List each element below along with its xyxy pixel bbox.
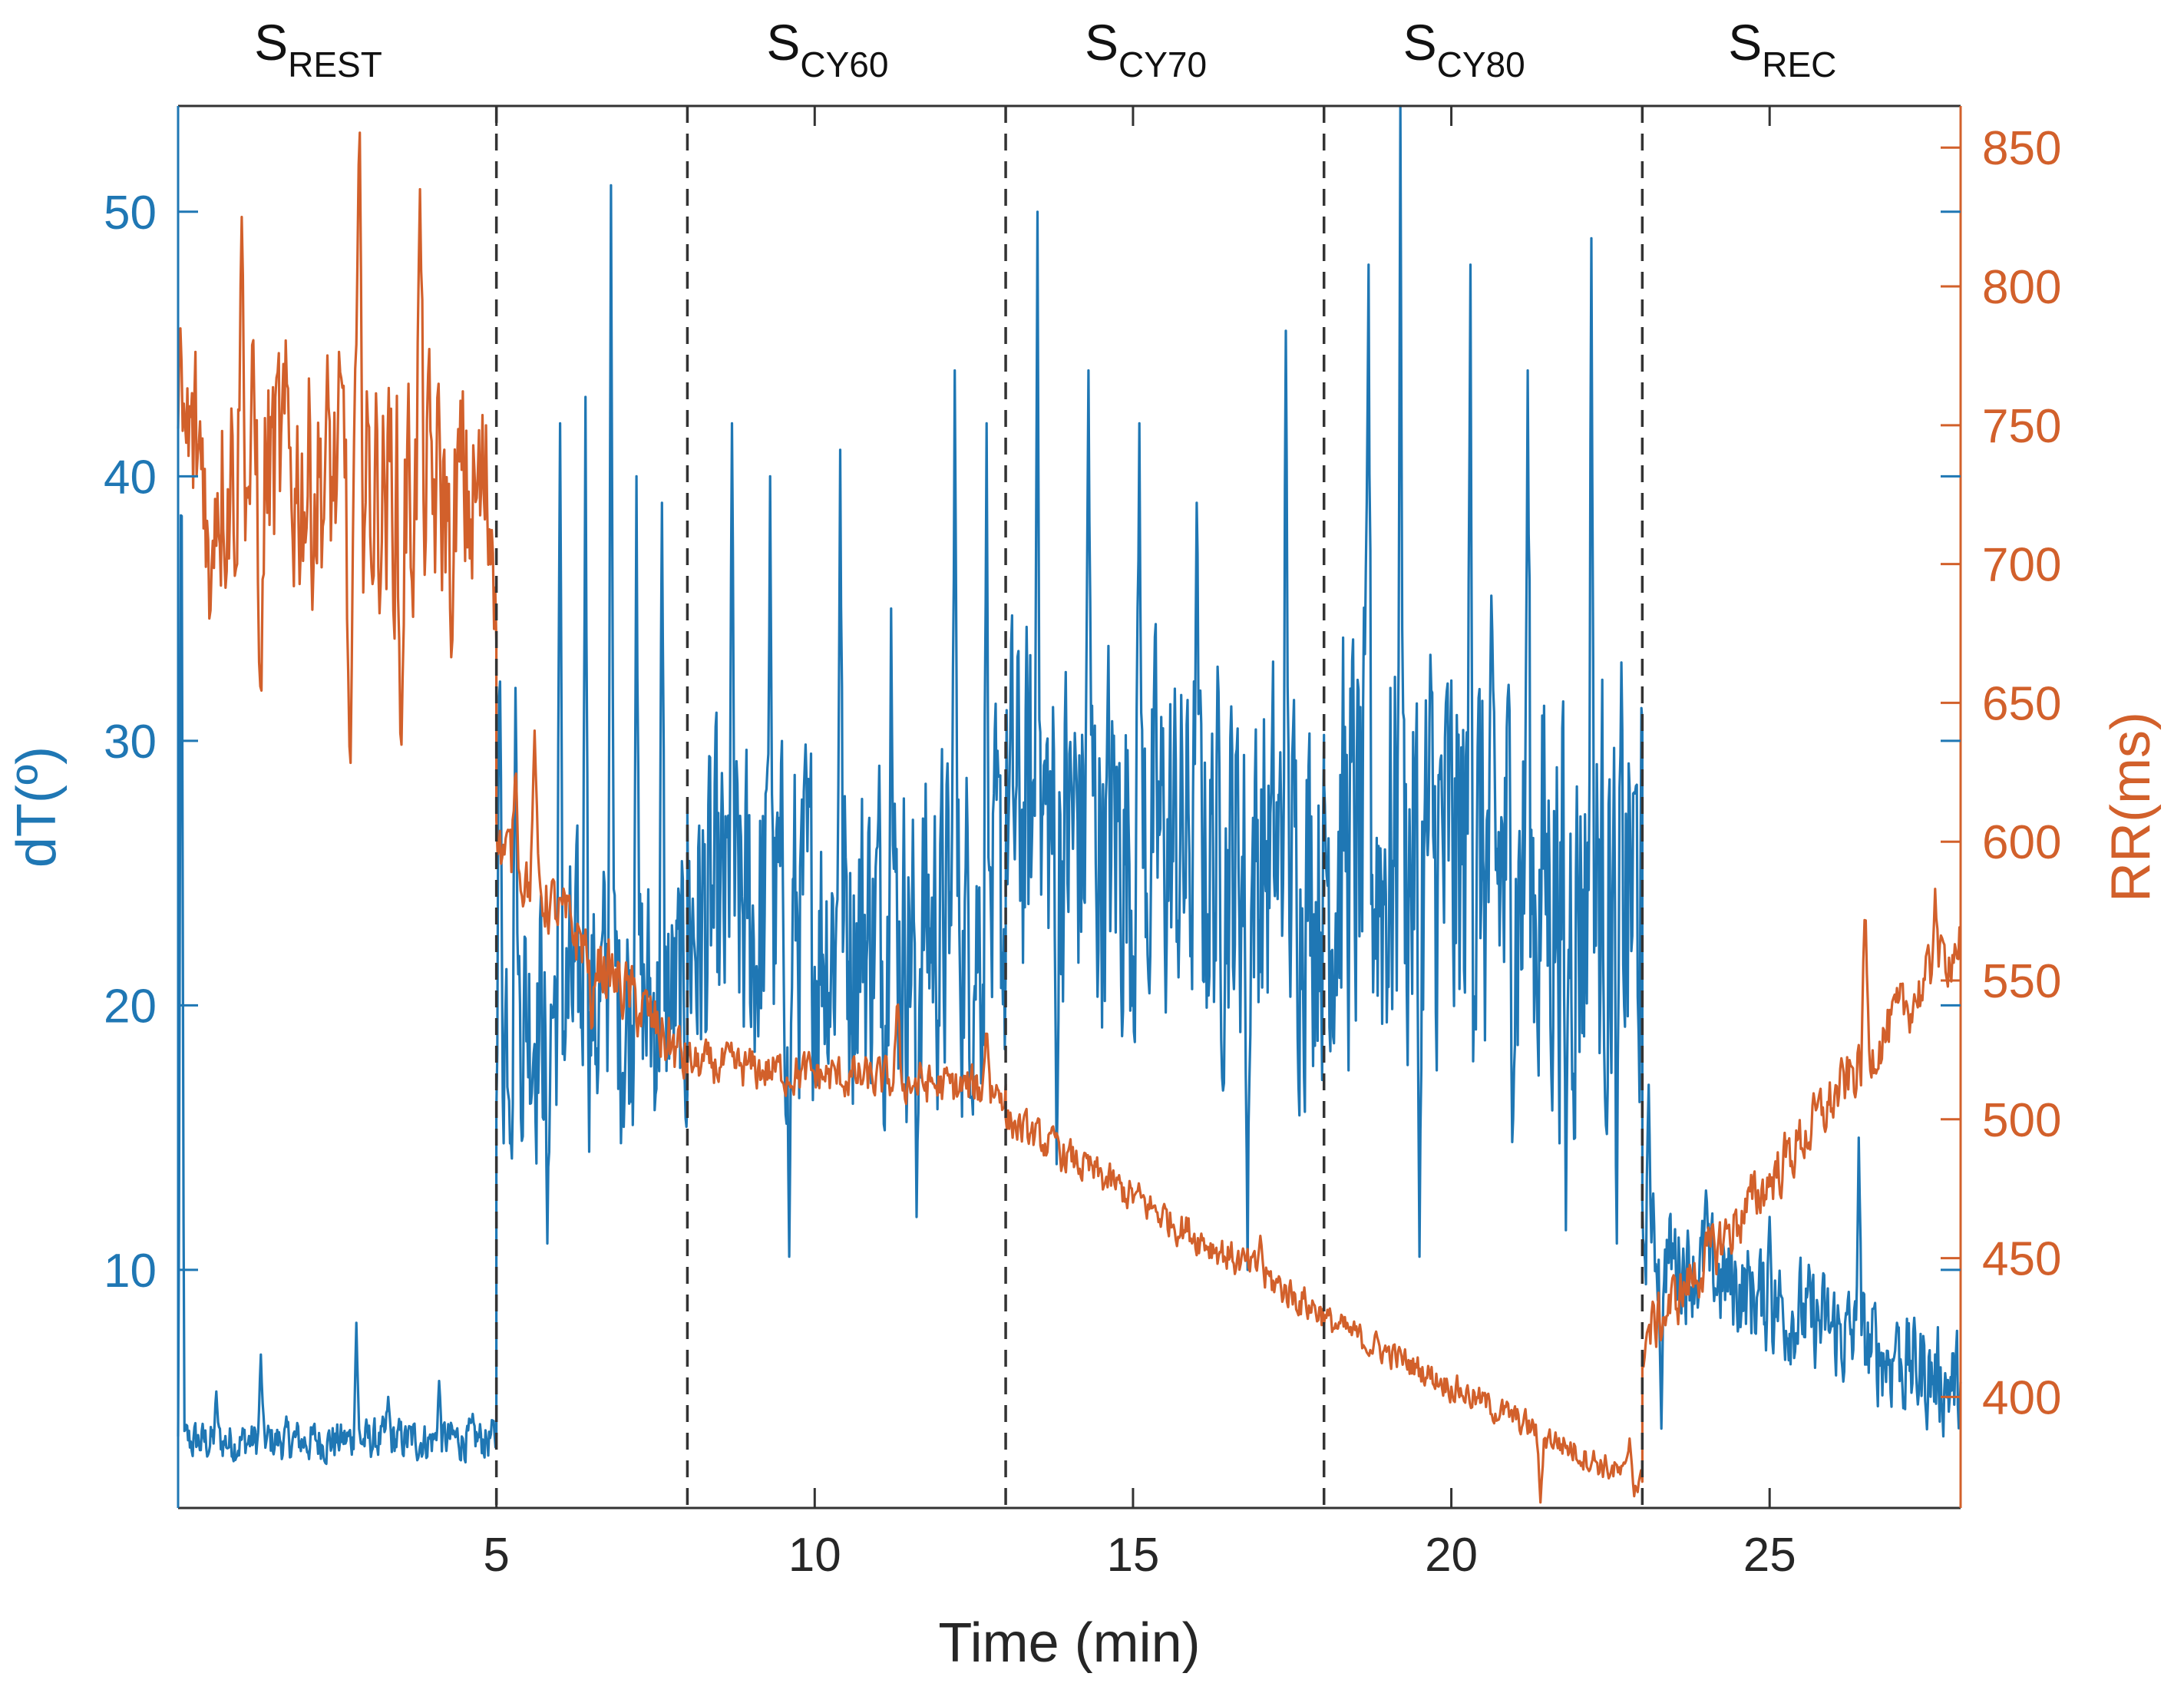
axes [177, 104, 1962, 1510]
labels: 5 10 15 20 25 10 20 30 40 50 400 450 500 550 600 650 700… [6, 14, 2162, 1674]
x-tick-label: 10 [788, 1529, 841, 1582]
phase-label-main: S [766, 14, 800, 71]
phase-label-sub: CY70 [1118, 45, 1207, 84]
phase-label-sub: CY60 [800, 45, 888, 84]
y-left-tick-label: 50 [104, 187, 157, 240]
phase-label-main: S [1728, 14, 1762, 71]
series-line-rr [177, 131, 1962, 1504]
y-right-tick-label: 500 [1982, 1094, 2061, 1147]
phase-label-sub: CY80 [1437, 45, 1525, 84]
y-left-tick-label: 40 [104, 451, 157, 504]
y-right-tick-label: 700 [1982, 539, 2061, 592]
x-tick-label: 5 [483, 1529, 509, 1582]
phase-label-rest: SREST [254, 14, 382, 84]
y-left-tick-label: 10 [104, 1245, 157, 1298]
x-tick-label: 20 [1425, 1529, 1478, 1582]
x-tick-label: 15 [1106, 1529, 1159, 1582]
y-right-tick-label: 850 [1982, 122, 2061, 175]
y-right-tick-label: 650 [1982, 677, 2061, 730]
y-right-tick-label: 800 [1982, 261, 2061, 314]
y-right-tick-label: 400 [1982, 1371, 2061, 1424]
y-right-tick-label: 550 [1982, 955, 2061, 1008]
phase-label-main: S [1403, 14, 1437, 71]
phase-label-cy80: SCY80 [1403, 14, 1525, 84]
y-left-tick-label: 20 [104, 980, 157, 1033]
phase-label-sub: REST [288, 45, 382, 84]
phase-label-main: S [1085, 14, 1118, 71]
x-tick-label: 25 [1743, 1529, 1796, 1582]
y-right-tick-label: 750 [1982, 400, 2061, 453]
y-right-tick-label: 450 [1982, 1233, 2061, 1286]
y-left-axis-label: dT(º) [6, 746, 68, 868]
phase-dividers [494, 106, 1644, 1508]
y-left-tick-label: 30 [104, 716, 157, 769]
series-layer [177, 104, 1962, 1504]
phase-label-main: S [254, 14, 288, 71]
phase-label-cy70: SCY70 [1085, 14, 1207, 84]
phase-label-rec: SREC [1728, 14, 1836, 84]
y-right-axis-label: RR(ms) [2100, 712, 2162, 902]
y-right-tick-label: 600 [1982, 816, 2061, 869]
phase-label-sub: REC [1762, 45, 1836, 84]
x-axis-label: Time (min) [938, 1612, 1200, 1674]
phase-label-cy60: SCY60 [766, 14, 888, 84]
